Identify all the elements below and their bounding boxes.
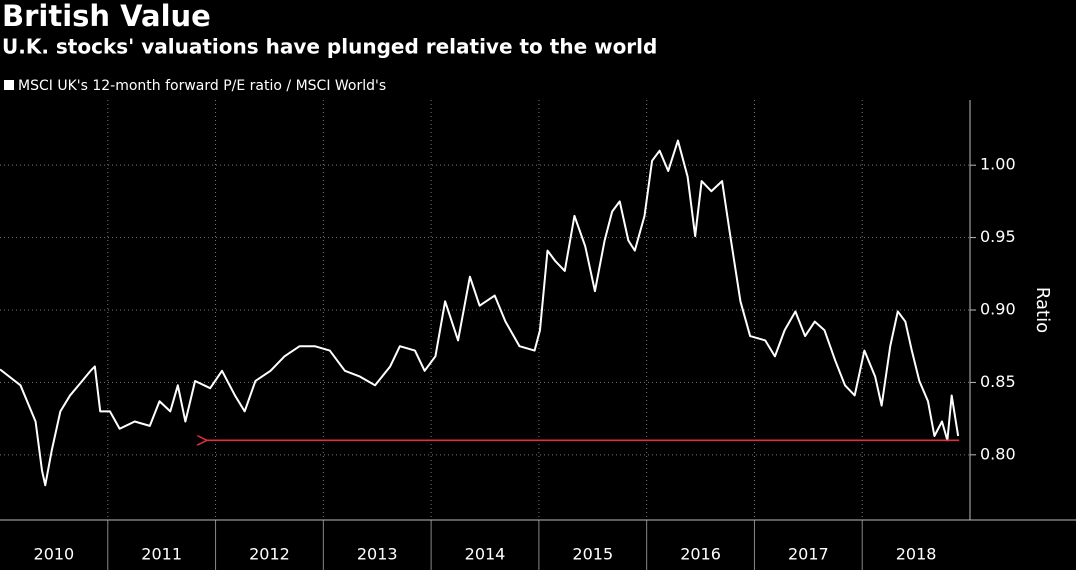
- data-line: [0, 139, 960, 487]
- x-tick-label: 2017: [788, 545, 829, 564]
- x-tick-label: 2011: [141, 545, 182, 564]
- x-tick-label: 2012: [249, 545, 290, 564]
- chart-subtitle: U.K. stocks' valuations have plunged rel…: [2, 35, 657, 59]
- x-tick-label: 2018: [896, 545, 937, 564]
- y-tick-label: 1.00: [980, 155, 1016, 174]
- legend-label: MSCI UK's 12-month forward P/E ratio / M…: [18, 78, 386, 94]
- y-tick-label: 0.95: [980, 227, 1016, 246]
- legend-swatch: [4, 80, 14, 90]
- chart-title: British Value: [2, 0, 211, 33]
- x-tick-label: 2014: [465, 545, 506, 564]
- x-tick-label: 2015: [572, 545, 613, 564]
- x-tick-label: 2010: [34, 545, 75, 564]
- x-tick-label: 2016: [680, 545, 721, 564]
- y-tick-label: 0.85: [980, 372, 1016, 391]
- y-tick-label: 0.90: [980, 300, 1016, 319]
- y-tick-label: 0.80: [980, 444, 1016, 463]
- y-axis-label: Ratio: [1032, 287, 1053, 333]
- x-tick-label: 2013: [357, 545, 398, 564]
